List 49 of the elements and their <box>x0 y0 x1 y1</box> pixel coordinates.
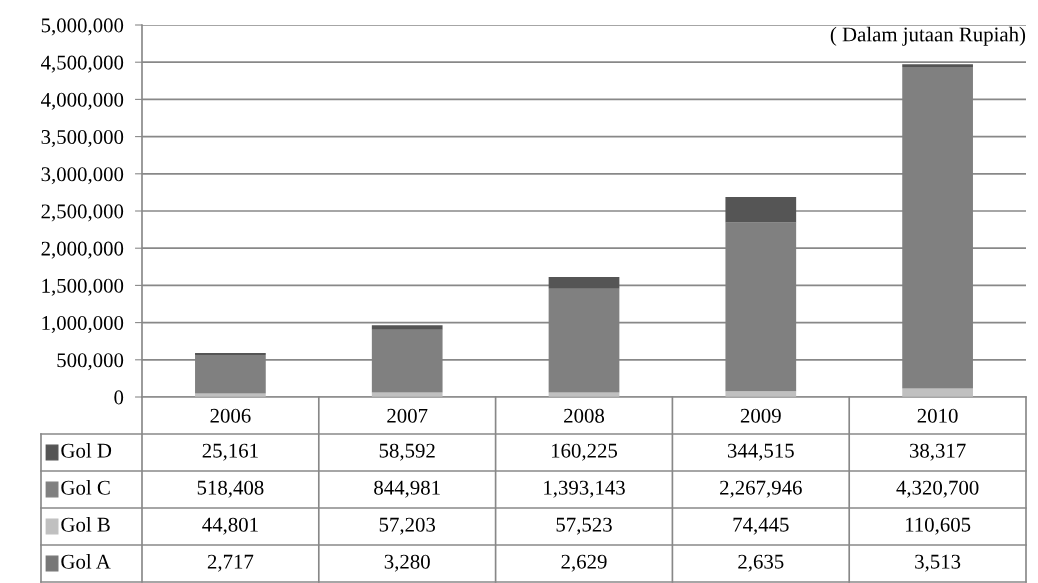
data-label: 518,408 <box>197 480 264 498</box>
y-tick-label: 5,000,000 <box>41 18 124 36</box>
y-tick-label: 3,000,000 <box>41 167 124 185</box>
y-tick-label: 500,000 <box>57 353 124 371</box>
data-label: 74,445 <box>733 517 789 535</box>
x-tick-label: 2010 <box>917 408 958 423</box>
legend-label: Gol B <box>61 517 110 532</box>
x-tick-label: 2007 <box>387 408 428 423</box>
data-label: 344,515 <box>727 443 794 461</box>
data-label: 844,981 <box>374 480 440 498</box>
x-tick-label: 2006 <box>210 408 251 423</box>
data-label: 2,629 <box>561 554 607 572</box>
data-label: 2,267,946 <box>720 480 802 498</box>
data-label: 3,513 <box>915 554 961 572</box>
bar <box>371 392 443 397</box>
y-tick-label: 4,000,000 <box>41 92 124 110</box>
data-label: 1,393,143 <box>544 480 625 498</box>
data-label: 4,320,700 <box>896 480 979 498</box>
data-label: 3,280 <box>384 554 430 572</box>
y-tick-label: 4,500,000 <box>41 55 124 73</box>
y-tick-label: 0 <box>114 390 124 405</box>
data-label: 38,317 <box>909 443 966 461</box>
data-label: 2,635 <box>738 554 784 572</box>
annotation: ( Dalam jutaan Rupiah) <box>830 26 1026 46</box>
bar <box>548 276 620 289</box>
bar <box>725 196 797 223</box>
bar <box>725 391 797 397</box>
y-tick-label: 3,500,000 <box>41 129 124 148</box>
y-tick-label: 1,500,000 <box>42 278 124 296</box>
y-tick-label: 2,500,000 <box>41 204 124 222</box>
x-tick-label: 2008 <box>564 408 605 423</box>
legend-label: Gol C <box>61 480 110 495</box>
data-label: 160,225 <box>551 443 618 461</box>
y-tick-label: 2,000,000 <box>41 241 124 259</box>
legend-label: Gol A <box>61 554 111 569</box>
data-label: 57,203 <box>379 517 436 535</box>
bar <box>902 388 973 397</box>
data-label: 2,717 <box>207 554 254 572</box>
x-tick-label: 2009 <box>740 408 781 423</box>
bar <box>548 392 620 397</box>
legend-label: Gol D <box>61 443 112 458</box>
data-label: 44,801 <box>202 517 258 535</box>
bar <box>902 64 973 68</box>
data-label: 58,592 <box>379 443 435 461</box>
data-label: 25,161 <box>202 443 258 461</box>
bar <box>371 325 443 330</box>
data-label: 110,605 <box>905 517 971 535</box>
y-tick-label: 1,000,000 <box>42 315 124 334</box>
data-label: 57,523 <box>556 517 612 535</box>
